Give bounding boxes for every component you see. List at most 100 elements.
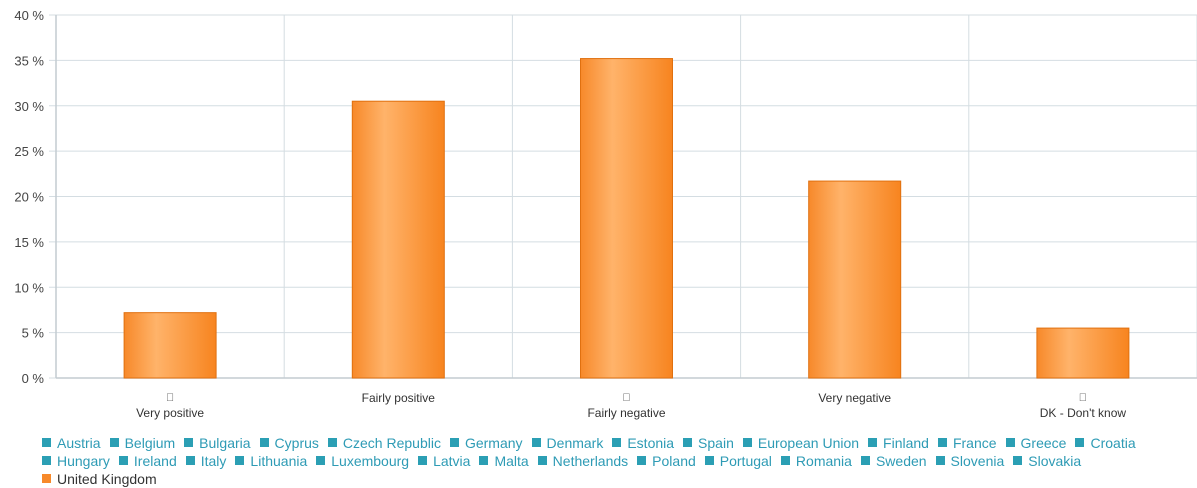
legend-item[interactable]: Poland <box>637 452 696 470</box>
y-tick-label: 5 % <box>22 326 45 341</box>
legend-swatch <box>479 456 489 465</box>
legend-item[interactable]: Slovenia <box>935 452 1005 470</box>
legend-item[interactable]: Netherlands <box>537 452 629 470</box>
x-axis-labels:  Very positive Fairly positive  Fairly neg… <box>136 391 1126 420</box>
legend-label: Denmark <box>546 435 604 451</box>
legend-item[interactable]: Sweden <box>860 452 927 470</box>
legend-label: Slovakia <box>1028 453 1082 469</box>
legend-swatch <box>935 456 945 465</box>
legend-item[interactable]: Ireland <box>118 452 177 470</box>
legend-swatch <box>42 474 51 483</box>
legend-item[interactable]: Bulgaria <box>184 434 251 452</box>
bar-0[interactable] <box>123 312 217 379</box>
y-tick-label: 10 % <box>14 280 44 295</box>
legend-swatch <box>327 438 337 447</box>
legend-swatch <box>860 456 870 465</box>
legend-swatch <box>683 438 693 447</box>
legend-swatch <box>612 438 622 447</box>
legend-label: Netherlands <box>552 453 629 469</box>
legend-swatch <box>259 438 269 447</box>
legend-item[interactable]: Croatia <box>1075 434 1136 452</box>
legend-item[interactable]: France <box>937 434 997 452</box>
y-tick-label: 35 % <box>14 53 44 68</box>
y-tick-label: 20 % <box>14 190 44 205</box>
legend-item[interactable]: Lithuania <box>235 452 307 470</box>
legend-swatch <box>780 456 790 465</box>
bar-2[interactable] <box>580 58 673 379</box>
legend-label: Malta <box>494 453 529 469</box>
chart-legend: Austria Belgium Bulgaria Cyprus Czech Republ… <box>42 434 1182 488</box>
legend-label: France <box>952 435 997 451</box>
legend-label: Greece <box>1020 435 1067 451</box>
legend-label: Cyprus <box>274 435 319 451</box>
bar-3[interactable] <box>808 180 902 379</box>
legend-swatch <box>109 438 119 447</box>
legend-item[interactable]: Finland <box>868 434 929 452</box>
x-tick-label: Very negative <box>818 391 891 405</box>
legend-item[interactable]: United Kingdom <box>42 470 157 488</box>
legend-item[interactable]: Latvia <box>418 452 470 470</box>
legend-swatch <box>449 438 459 447</box>
legend-label: Croatia <box>1090 435 1136 451</box>
legend-swatch <box>118 456 128 465</box>
legend-item[interactable]: Hungary <box>42 452 110 470</box>
legend-item[interactable]: Portugal <box>704 452 772 470</box>
x-tick-label: Fairly negative <box>587 406 665 420</box>
legend-item[interactable]: Austria <box>42 434 101 452</box>
x-tick-label: DK - Don't know <box>1040 406 1127 420</box>
category-glyph:  <box>622 392 630 404</box>
legend-item[interactable]: Belgium <box>109 434 176 452</box>
bar-chart: 0 % 5 % 10 % 15 % 20 % 25 % 30 % 35 % 40 %  Very… <box>14 8 1197 420</box>
legend-item[interactable]: Luxembourg <box>316 452 409 470</box>
bar-series <box>123 58 1130 379</box>
legend-item[interactable]: Spain <box>683 434 734 452</box>
legend-label: Lithuania <box>250 453 308 469</box>
legend-swatch <box>637 456 647 465</box>
legend-label: Germany <box>464 435 523 451</box>
legend-label: Slovenia <box>950 453 1005 469</box>
x-tick-label: Fairly positive <box>362 391 436 405</box>
bar-4[interactable] <box>1036 327 1130 379</box>
legend-label: Spain <box>698 435 734 451</box>
legend-swatch <box>742 438 752 447</box>
bar-1[interactable] <box>351 100 445 379</box>
legend-item[interactable]: European Union <box>742 434 860 452</box>
legend-label: Finland <box>883 435 929 451</box>
legend-item[interactable]: Cyprus <box>259 434 319 452</box>
legend-swatch <box>1005 438 1015 447</box>
legend-label: Belgium <box>124 435 176 451</box>
legend-item[interactable]: Denmark <box>531 434 604 452</box>
legend-label: Ireland <box>133 453 177 469</box>
legend-label: United Kingdom <box>57 471 157 487</box>
legend-swatch <box>42 456 51 465</box>
legend-item[interactable]: Slovakia <box>1013 452 1081 470</box>
legend-label: Sweden <box>875 453 927 469</box>
legend-label: Poland <box>652 453 696 469</box>
legend-swatch <box>418 456 428 465</box>
legend-label: European Union <box>757 435 860 451</box>
legend-swatch <box>184 438 194 447</box>
legend-label: Italy <box>200 453 227 469</box>
legend-swatch <box>42 438 51 447</box>
legend-item[interactable]: Italy <box>185 452 227 470</box>
legend-swatch <box>868 438 878 447</box>
legend-label: Portugal <box>719 453 772 469</box>
legend-item[interactable]: Czech Republic <box>327 434 441 452</box>
legend-swatch <box>704 456 714 465</box>
legend-swatch <box>316 456 326 465</box>
y-tick-label: 0 % <box>22 371 45 386</box>
y-tick-label: 30 % <box>14 99 44 114</box>
y-tick-label: 15 % <box>14 235 44 250</box>
legend-item[interactable]: Greece <box>1005 434 1067 452</box>
x-tick-label: Very positive <box>136 406 204 420</box>
legend-item[interactable]: Germany <box>449 434 523 452</box>
legend-item[interactable]: Malta <box>479 452 529 470</box>
legend-item[interactable]: Romania <box>780 452 852 470</box>
legend-label: Latvia <box>433 453 471 469</box>
legend-swatch <box>1013 456 1023 465</box>
y-axis-ticks: 0 % 5 % 10 % 15 % 20 % 25 % 30 % 35 % 40 % <box>14 8 44 386</box>
legend-item[interactable]: Estonia <box>612 434 674 452</box>
legend-swatch <box>1075 438 1085 447</box>
legend-swatch <box>537 456 547 465</box>
y-tick-label: 25 % <box>14 144 44 159</box>
